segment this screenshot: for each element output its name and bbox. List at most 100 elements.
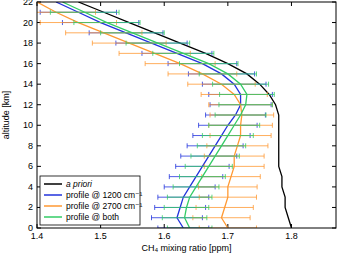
- error-bar-line: [162, 217, 207, 218]
- error-bar-cap: [264, 154, 265, 159]
- error-bar-cap: [126, 41, 127, 46]
- error-bar-line: [164, 207, 209, 208]
- error-bar-line: [215, 115, 266, 116]
- error-bar-cap: [189, 41, 190, 46]
- legend-swatch: [44, 183, 62, 185]
- y-axis-label: altitude [km]: [1, 91, 11, 140]
- y-tick-label: 16: [23, 59, 33, 69]
- error-bar-cap: [271, 133, 272, 138]
- error-bar-line: [210, 115, 274, 116]
- y-tick-label: 4: [28, 182, 33, 192]
- error-bar-cap: [210, 113, 211, 118]
- y-tick: [37, 43, 41, 44]
- y-tick-label: 10: [23, 120, 33, 130]
- error-bar: [199, 71, 256, 76]
- error-bar: [191, 154, 239, 159]
- error-bar-cap: [169, 174, 170, 179]
- error-bar: [202, 133, 253, 138]
- error-bar-cap: [164, 205, 165, 210]
- x-axis-label: CH₄ mixing ratio [ppm]: [141, 243, 231, 253]
- error-bar-cap: [40, 20, 41, 25]
- error-bar: [209, 102, 273, 107]
- error-bar-cap: [208, 123, 209, 128]
- error-bar-cap: [175, 164, 176, 169]
- plot-frame: [37, 2, 336, 228]
- error-bar: [162, 215, 207, 220]
- plot-area: [37, 2, 291, 228]
- error-bar: [209, 123, 260, 128]
- error-bar-cap: [205, 113, 206, 118]
- error-bar-cap: [208, 205, 209, 210]
- error-bar-cap: [239, 154, 240, 159]
- error-bar-cap: [238, 61, 239, 66]
- error-bar-line: [213, 84, 269, 85]
- error-bar-line: [209, 125, 273, 126]
- error-bar-cap: [168, 71, 169, 76]
- error-bar-line: [173, 186, 219, 187]
- error-bar-cap: [119, 10, 120, 15]
- error-bar: [153, 51, 214, 56]
- legend: a prioriprofile @ 1200 cm⁻¹profile @ 270…: [40, 176, 143, 225]
- error-bar-line: [180, 63, 239, 64]
- y-tick: [37, 166, 41, 167]
- error-bar: [173, 184, 219, 189]
- error-bar-cap: [266, 113, 267, 118]
- legend-swatch: [44, 194, 62, 196]
- legend-label: profile @ 2700 cm⁻¹: [66, 201, 143, 211]
- error-bar-line: [197, 145, 245, 146]
- error-bar: [219, 102, 272, 107]
- error-bar-cap: [225, 174, 226, 179]
- y-tick: [332, 104, 336, 105]
- y-tick-label: 0: [28, 223, 33, 233]
- error-bar-cap: [274, 92, 275, 97]
- error-bar-cap: [180, 154, 181, 159]
- error-bar-cap: [268, 82, 269, 87]
- error-bar-cap: [273, 113, 274, 118]
- error-bar-cap: [253, 205, 254, 210]
- error-bar: [185, 164, 232, 169]
- x-tick: [100, 2, 101, 6]
- error-bar-line: [209, 125, 260, 126]
- error-bar-cap: [173, 184, 174, 189]
- y-tick: [37, 104, 41, 105]
- error-bar-line: [101, 32, 165, 33]
- legend-swatch: [44, 205, 62, 207]
- y-tick: [37, 125, 41, 126]
- error-bar: [209, 123, 273, 128]
- error-bar-cap: [213, 51, 214, 56]
- error-bar-cap: [272, 102, 273, 107]
- error-bar-cap: [179, 174, 180, 179]
- error-bar-cap: [208, 102, 209, 107]
- error-bar: [220, 92, 275, 97]
- y-tick-label: 20: [23, 18, 33, 28]
- error-bar-line: [191, 156, 239, 157]
- error-bar-line: [202, 135, 253, 136]
- error-bar-cap: [190, 154, 191, 159]
- error-bar-cap: [199, 71, 200, 76]
- x-tick: [164, 224, 165, 228]
- error-bar-cap: [140, 20, 141, 25]
- error-bar-line: [50, 12, 119, 13]
- y-tick-label: 6: [28, 161, 33, 171]
- error-bar-cap: [219, 92, 220, 97]
- y-tick: [332, 43, 336, 44]
- y-tick: [37, 145, 41, 146]
- error-bar-cap: [198, 123, 199, 128]
- error-bar-cap: [154, 205, 155, 210]
- y-tick: [37, 84, 41, 85]
- error-bar: [197, 143, 245, 148]
- error-bar-cap: [187, 82, 188, 87]
- error-bar-cap: [206, 215, 207, 220]
- error-bar-cap: [157, 195, 158, 200]
- error-bar-cap: [164, 184, 165, 189]
- error-bar-line: [180, 176, 226, 177]
- error-bar-cap: [187, 143, 188, 148]
- y-tick-label: 8: [28, 141, 33, 151]
- error-bar-cap: [232, 164, 233, 169]
- error-bar-line: [167, 197, 212, 198]
- error-bar-line: [185, 166, 232, 167]
- x-tick-label: 1.8: [285, 231, 298, 241]
- error-bar-cap: [253, 133, 254, 138]
- y-tick: [332, 207, 336, 208]
- error-bar: [50, 10, 119, 15]
